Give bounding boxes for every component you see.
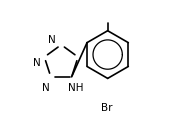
Text: Br: Br — [101, 103, 112, 113]
Text: N: N — [42, 82, 50, 92]
Text: N: N — [48, 36, 56, 46]
Text: N: N — [33, 58, 40, 68]
Text: NH: NH — [68, 82, 83, 92]
